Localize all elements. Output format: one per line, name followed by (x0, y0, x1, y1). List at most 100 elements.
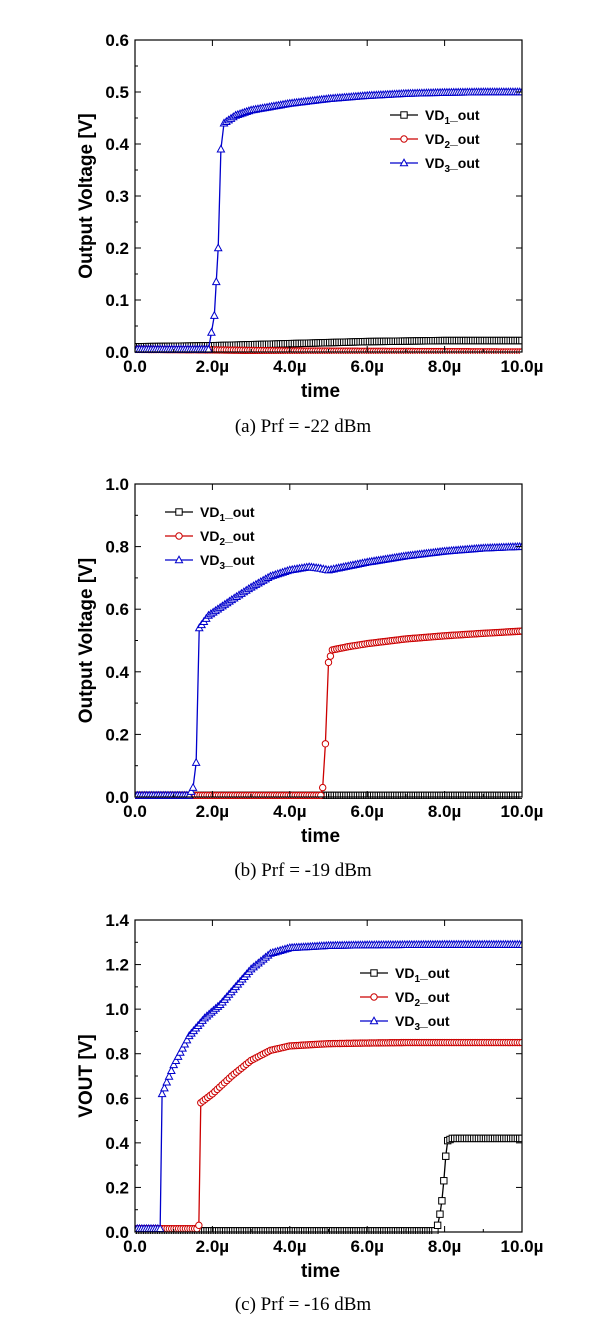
y-tick-label: 0.6 (105, 600, 129, 619)
legend-label: VD2_out (200, 528, 255, 548)
y-tick-label: 1.0 (105, 475, 129, 494)
x-axis-title: time (301, 1261, 340, 1282)
data-point (171, 1055, 181, 1065)
y-tick-label: 0.2 (105, 725, 129, 744)
legend-item: VD2_out (390, 131, 480, 151)
y-tick-label: 0.0 (105, 343, 129, 362)
data-point (206, 327, 216, 336)
x-tick-label: 2.0µ (196, 357, 229, 376)
legend-item: VD2_out (165, 528, 255, 548)
x-tick-label: 4.0µ (273, 357, 306, 376)
data-point (162, 1077, 172, 1086)
data-point (213, 243, 223, 252)
legend-label: VD1_out (395, 965, 450, 985)
x-tick-label: 8.0µ (428, 357, 461, 376)
x-tick-label: 4.0µ (273, 1237, 306, 1256)
x-tick-label: 10.0µ (501, 802, 544, 821)
data-point (157, 1088, 167, 1098)
legend-label: VD2_out (395, 989, 450, 1009)
legend-marker (400, 111, 408, 119)
plot-frame (134, 919, 523, 1233)
series-line-VD3_out (135, 943, 522, 1230)
x-tick-label: 6.0µ (350, 357, 383, 376)
x-tick-label: 4.0µ (273, 802, 306, 821)
data-point (188, 782, 198, 791)
data-point (517, 939, 522, 948)
data-point (216, 144, 226, 153)
y-tick-label: 0.4 (105, 1134, 129, 1153)
x-tick-label: 0.0 (123, 1237, 147, 1256)
legend-item: VD1_out (390, 107, 480, 127)
legend-label: VD3_out (200, 552, 255, 572)
data-point (182, 1035, 192, 1044)
data-point (211, 276, 221, 286)
data-point (195, 1221, 203, 1230)
figure-caption: (a) Prf = -22 dBm (235, 416, 372, 437)
legend-label: VD1_out (200, 504, 255, 524)
figure-caption: (b) Prf = -19 dBm (234, 860, 372, 881)
data-point (175, 1047, 185, 1056)
x-tick-label: 2.0µ (196, 1237, 229, 1256)
y-tick-label: 1.0 (105, 1000, 129, 1019)
plot-frame (134, 483, 523, 798)
data-point (180, 1039, 190, 1048)
series-2 (135, 627, 522, 799)
data-point (433, 1221, 442, 1230)
chart-b: 0.0 2.0µ 4.0µ 6.0µ 8.0µ 10.0µ 0.0 0.2 0.4 0.6 0.8 1… (76, 475, 544, 881)
y-tick-label: 0.1 (105, 291, 129, 310)
x-tick-label: 0.0 (123, 802, 147, 821)
data-point (442, 1152, 450, 1160)
legend-item: VD1_out (360, 965, 450, 985)
y-tick-label: 0.8 (105, 1045, 129, 1064)
x-tick-label: 8.0µ (428, 802, 461, 821)
legend-item: VD3_out (165, 552, 255, 572)
legend: VD1_out VD2_out VD3_out (165, 504, 255, 572)
y-tick-label: 0.2 (105, 1178, 129, 1197)
x-tick-label: 2.0µ (196, 802, 229, 821)
series-3 (135, 541, 522, 799)
data-point (321, 740, 330, 748)
data-point (166, 1065, 176, 1074)
data-point (173, 1051, 183, 1060)
data-point (209, 310, 219, 319)
legend: VD1_out VD2_out VD3_out (390, 107, 480, 175)
legend-marker (174, 555, 184, 564)
series-3 (135, 939, 522, 1232)
y-tick-label: 0.2 (105, 239, 129, 258)
x-tick-label: 8.0µ (428, 1237, 461, 1256)
y-tick-label: 0.5 (105, 83, 129, 102)
chart-c: 0.0 2.0µ 4.0µ 6.0µ 8.0µ 10.0µ 0.0 0.2 0.4 0.6 0.8 1… (76, 911, 544, 1315)
x-tick-label: 10.0µ (501, 357, 544, 376)
y-tick-label: 0.0 (105, 1223, 129, 1242)
legend-label: VD3_out (395, 1013, 450, 1033)
legend-marker (399, 158, 409, 167)
legend-label: VD3_out (425, 155, 480, 175)
legend-marker (400, 135, 408, 143)
legend-marker (370, 993, 378, 1001)
chart-a: 0.0 2.0µ 4.0µ 6.0µ 8.0µ 10.0µ 0.0 0.1 0.2 0.3 0.4 0… (76, 31, 544, 437)
data-point (317, 791, 325, 799)
series-3 (135, 87, 522, 353)
x-tick-label: 0.0 (123, 357, 147, 376)
data-point (191, 757, 201, 766)
plot-frame (134, 39, 523, 353)
legend-item: VD3_out (390, 155, 480, 175)
legend-label: VD1_out (425, 107, 480, 127)
y-tick-label: 0.4 (105, 663, 129, 682)
y-tick-label: 0.6 (105, 31, 129, 50)
y-tick-label: 0.4 (105, 135, 129, 154)
data-point (318, 783, 327, 792)
legend-item: VD3_out (360, 1013, 450, 1033)
legend-marker (369, 1016, 379, 1025)
y-axis-title: Output Voltage [V] (76, 558, 97, 723)
data-point (159, 1083, 169, 1092)
data-point (169, 1060, 179, 1069)
y-axis-title: Output Voltage [V] (76, 113, 97, 278)
data-point (436, 1210, 444, 1218)
y-tick-label: 0.8 (105, 538, 129, 557)
x-tick-label: 10.0µ (501, 1237, 544, 1256)
data-point (440, 1177, 448, 1185)
series-line-VD1_out (135, 1137, 522, 1232)
data-point (178, 1043, 187, 1052)
x-tick-label: 6.0µ (350, 802, 383, 821)
